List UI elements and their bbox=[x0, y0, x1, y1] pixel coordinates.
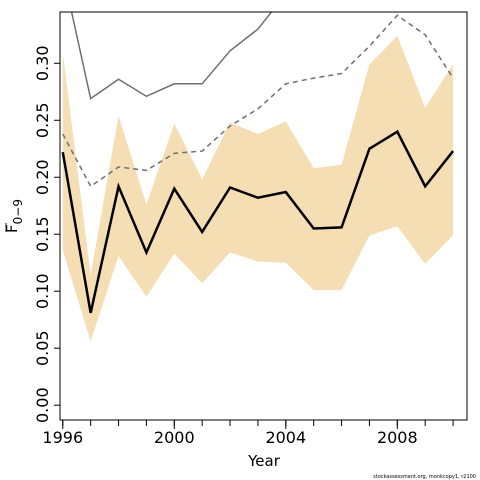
x-axis-title: Year bbox=[247, 452, 281, 470]
x-tick-label: 2000 bbox=[154, 428, 195, 447]
estimate-line bbox=[61, 129, 455, 314]
confidence-band bbox=[62, 35, 454, 342]
x-tick-label: 2008 bbox=[377, 428, 418, 447]
plot-frame bbox=[59, 11, 468, 421]
y-tick-label: 0.00 bbox=[33, 387, 52, 423]
y-axis: 0.00 0.05 0.10 0.15 0.20 0.25 0.30 bbox=[33, 45, 60, 423]
credit-text: stockassessment.org, monkcopy1, r2100 bbox=[373, 474, 476, 480]
y-tick-label: 0.25 bbox=[33, 102, 52, 138]
y-tick-label: 0.20 bbox=[33, 159, 52, 195]
y-axis-title-text: F0−9 bbox=[3, 199, 25, 233]
y-tick-label: 0.30 bbox=[33, 45, 52, 81]
y-tick-label: 0.10 bbox=[33, 273, 52, 309]
y-axis-title: F0−9 bbox=[3, 199, 25, 233]
plot-area bbox=[61, 12, 455, 342]
previous-upper-line bbox=[70, 12, 273, 100]
previous-estimate-line bbox=[62, 14, 454, 188]
y-tick-label: 0.05 bbox=[33, 330, 52, 366]
x-tick-label: 2004 bbox=[265, 428, 306, 447]
x-tick-label: 1996 bbox=[42, 428, 83, 447]
x-axis: 1996 2000 2004 2008 bbox=[42, 420, 454, 447]
y-tick-label: 0.15 bbox=[33, 216, 52, 252]
y-axis-title-subscript: 0−9 bbox=[11, 199, 25, 224]
y-axis-title-main: F bbox=[3, 224, 21, 233]
